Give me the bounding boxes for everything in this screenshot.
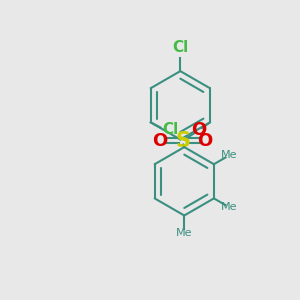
Text: Me: Me	[221, 151, 237, 160]
Text: Me: Me	[221, 202, 237, 212]
Text: Cl: Cl	[172, 40, 188, 56]
Text: S: S	[176, 131, 190, 151]
Text: Cl: Cl	[162, 122, 178, 137]
Text: Me: Me	[176, 228, 193, 238]
Text: O: O	[152, 132, 168, 150]
Text: O: O	[197, 132, 212, 150]
Text: O: O	[191, 121, 206, 139]
